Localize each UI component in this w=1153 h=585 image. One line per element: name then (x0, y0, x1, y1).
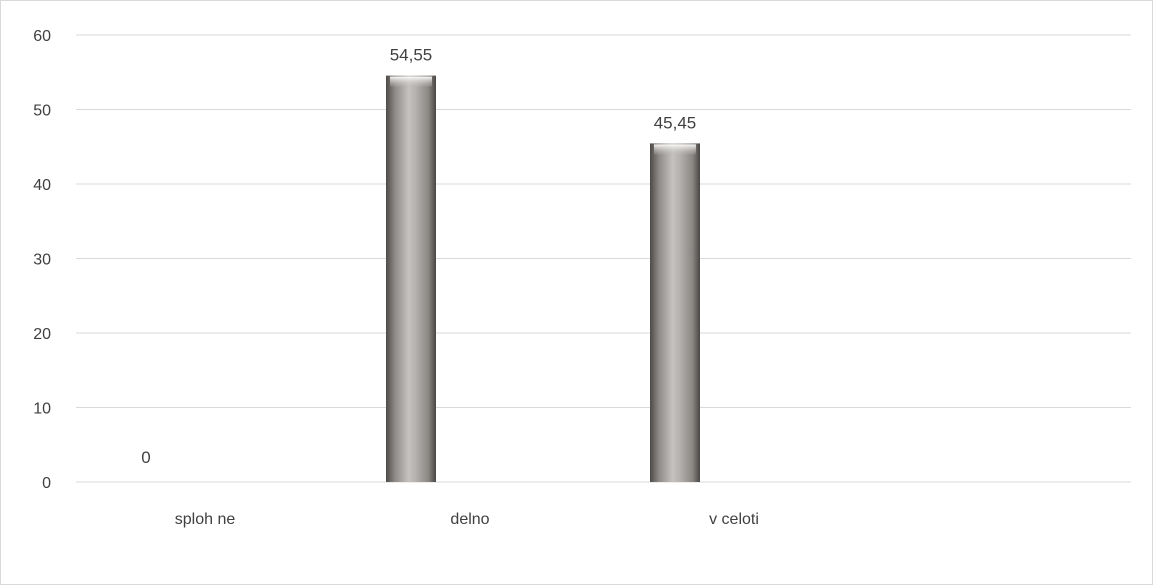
data-label-v-celoti: 45,45 (654, 113, 697, 132)
category-label-sploh-ne: sploh ne (175, 511, 236, 528)
data-label-delno: 54,55 (390, 46, 433, 65)
y-tick-label-20: 20 (33, 326, 51, 343)
bars (386, 75, 700, 482)
data-label-sploh-ne: 0 (141, 448, 150, 467)
bar-delno (386, 75, 436, 482)
category-label-v-celoti: v celoti (709, 511, 759, 528)
y-tick-label-60: 60 (33, 28, 51, 45)
y-tick-label-40: 40 (33, 177, 51, 194)
y-tick-label-30: 30 (33, 252, 51, 269)
bar-v-celoti (650, 143, 700, 482)
category-label-delno: delno (450, 511, 489, 528)
y-tick-label-0: 0 (42, 475, 51, 492)
y-axis-tick-labels: 0 10 20 30 40 50 60 (33, 28, 51, 492)
y-tick-label-50: 50 (33, 103, 51, 120)
gridlines (76, 34, 1131, 483)
y-tick-label-10: 10 (33, 401, 51, 418)
data-labels: 0 54,55 45,45 (141, 46, 696, 467)
category-labels: sploh ne delno v celoti (175, 511, 759, 528)
